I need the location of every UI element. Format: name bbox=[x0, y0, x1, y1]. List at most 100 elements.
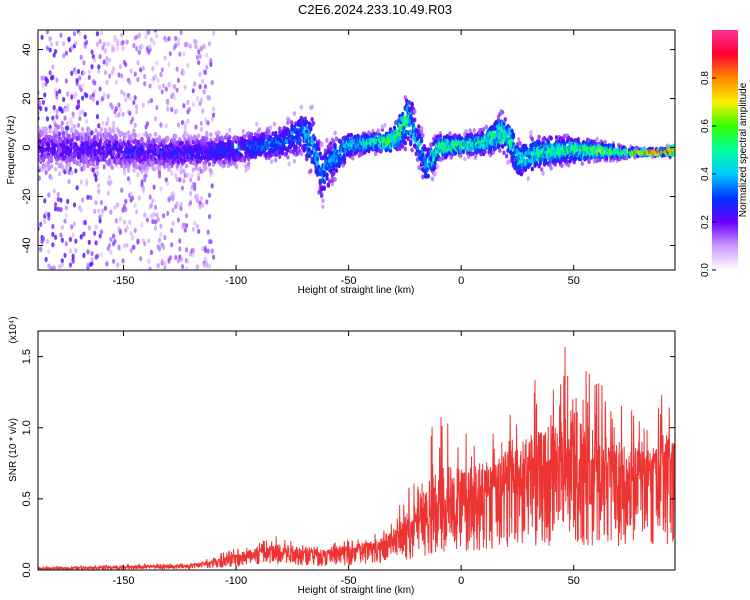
spectrogram-cell bbox=[53, 206, 58, 212]
spectrogram-cell bbox=[170, 170, 174, 176]
spectrogram-cell bbox=[286, 147, 290, 153]
spectrogram-cell bbox=[56, 196, 60, 202]
spectrogram-cell bbox=[147, 30, 151, 35]
spectrogram-cell bbox=[130, 195, 135, 201]
spectrogram-cell bbox=[176, 37, 181, 43]
spectrogram-cell bbox=[60, 126, 65, 132]
spectrogram-cell bbox=[89, 194, 93, 201]
spectrogram-cell bbox=[114, 218, 118, 224]
spectrogram-cell bbox=[273, 157, 278, 163]
spectrogram-cell bbox=[203, 256, 208, 262]
spectrogram-cell bbox=[530, 166, 534, 172]
spectrogram-cell bbox=[280, 147, 285, 153]
spectrogram-cell bbox=[286, 154, 290, 160]
spectrogram-cell bbox=[205, 64, 209, 70]
spectrogram-cell bbox=[124, 97, 128, 103]
spectrogram-cell bbox=[79, 207, 83, 213]
spectrogram-cell bbox=[71, 111, 75, 117]
spectrogram-cell bbox=[62, 41, 66, 47]
spectrogram-cell bbox=[60, 224, 64, 230]
spectrogram-cell bbox=[170, 227, 174, 234]
spectrogram-cell bbox=[45, 238, 50, 244]
spectrogram-cell bbox=[202, 43, 206, 50]
spectrogram-cell bbox=[38, 99, 41, 105]
spectrogram-cell bbox=[332, 171, 336, 176]
spectrogram-cell bbox=[85, 181, 89, 187]
spectrogram-cell bbox=[410, 147, 414, 153]
spectrogram-cell bbox=[114, 79, 118, 86]
spectrogram-cell bbox=[291, 135, 295, 141]
spectrogram-cell bbox=[159, 71, 163, 78]
spectrogram-cell bbox=[132, 42, 136, 49]
spectrogram-cell bbox=[160, 67, 164, 73]
spectrogram-cell bbox=[195, 264, 199, 270]
spectrogram-cell bbox=[75, 185, 79, 191]
spectrogram-cell bbox=[110, 165, 114, 170]
spectrogram-cell bbox=[97, 68, 101, 74]
spectrogram-cell bbox=[86, 194, 90, 200]
spectrogram-cell bbox=[182, 168, 186, 174]
spectrogram-cell bbox=[141, 187, 145, 194]
spectrogram-cell bbox=[114, 135, 119, 141]
spectrogram-cell bbox=[55, 129, 59, 135]
spectrogram-cell bbox=[116, 262, 120, 268]
spectrogram-cell bbox=[64, 212, 68, 219]
spectrogram-cell bbox=[193, 182, 197, 188]
spectrogram-cell bbox=[107, 242, 112, 248]
spectrogram-cell bbox=[245, 146, 250, 152]
spectrogram-cell bbox=[199, 195, 204, 201]
spectrogram-cell bbox=[115, 158, 120, 164]
spectrogram-cell bbox=[189, 43, 193, 49]
spectrogram-cell bbox=[95, 170, 100, 176]
spectrogram-cell bbox=[101, 208, 105, 214]
spectrogram-cell bbox=[91, 96, 95, 103]
spectrogram-cell bbox=[413, 117, 417, 123]
spectrogram-cell bbox=[310, 149, 314, 155]
spectrogram-cell bbox=[55, 40, 59, 46]
spectrogram-cell bbox=[90, 64, 94, 70]
spectrogram-cell bbox=[64, 150, 69, 156]
spectrogram-cell bbox=[225, 132, 229, 138]
spectrogram-cell bbox=[140, 222, 144, 228]
spectrogram-cell bbox=[157, 169, 162, 176]
spectrogram-cell bbox=[145, 217, 149, 223]
spectrogram-cell bbox=[164, 177, 168, 183]
spectrogram-cell bbox=[56, 124, 60, 130]
spectrogram-cell bbox=[199, 97, 204, 103]
spectrogram-cell bbox=[74, 91, 78, 97]
spectrogram-cell bbox=[107, 174, 112, 180]
spectrogram-cell bbox=[426, 173, 431, 179]
spectrogram-cell bbox=[560, 163, 564, 168]
spectrogram-cell bbox=[78, 31, 82, 37]
spectrogram-cell bbox=[201, 202, 205, 208]
spectrogram-cell bbox=[82, 60, 86, 66]
spectrogram-cell bbox=[66, 125, 70, 131]
spectrogram-cell bbox=[144, 170, 148, 175]
spectrogram-cell bbox=[43, 198, 47, 204]
spectrogram-cell bbox=[168, 255, 172, 261]
spectrogram-cell bbox=[178, 51, 182, 57]
spectrogram-cell bbox=[288, 144, 293, 150]
spectrogram-cell bbox=[595, 136, 599, 142]
spectrogram-cell bbox=[195, 95, 199, 102]
spectrogram-cell bbox=[85, 118, 89, 124]
spectrogram-cell bbox=[174, 254, 178, 261]
spectrogram-cell bbox=[78, 115, 82, 122]
spectrogram-cell bbox=[155, 104, 159, 111]
spectrogram-cell bbox=[114, 113, 118, 119]
spectrogram-cell bbox=[52, 188, 56, 194]
spectrogram-cell bbox=[182, 222, 186, 228]
spectrogram-cell bbox=[157, 173, 162, 179]
spectrogram-cell bbox=[419, 138, 424, 143]
spectrogram-cell bbox=[53, 122, 58, 128]
spectrogram-cell bbox=[315, 172, 320, 177]
spectrogram-cell bbox=[400, 111, 405, 117]
spectrogram-cell bbox=[168, 81, 172, 87]
spectrogram-cell bbox=[134, 104, 139, 110]
spectrogram-cell bbox=[112, 66, 116, 72]
spectrogram-cell bbox=[122, 91, 127, 97]
spectrogram-cell bbox=[230, 140, 235, 146]
spectrogram-cell bbox=[161, 244, 166, 251]
spectrogram-cell bbox=[41, 147, 46, 153]
spectrogram-cell bbox=[298, 137, 302, 142]
